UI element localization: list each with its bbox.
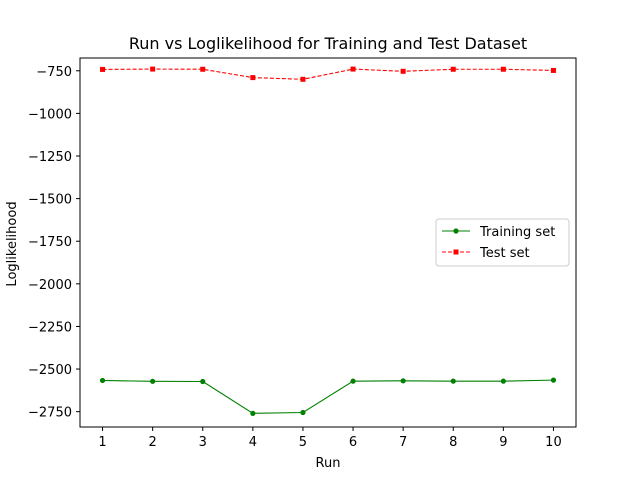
y-tick-label: −1000 [28,107,72,122]
data-point-training-set [99,377,106,384]
x-tick-label: 10 [545,435,562,450]
x-tick-label: 1 [98,435,106,450]
legend-marker-training-set [453,228,459,234]
plot-area: 1 2 3 4 5 6 7 8 9 10 −750 −1000 −1250 −1500 −1750 −2000… [28,57,577,450]
x-tick-label: 8 [449,435,457,450]
x-tick-label: 2 [149,435,157,450]
y-tick-label: −2250 [28,320,72,335]
x-tick-label: 6 [349,435,357,450]
y-tick-label: −1250 [28,150,72,165]
y-tick-label: −750 [36,65,72,80]
data-point-test-set [350,66,356,72]
legend-label-test-set: Test set [479,246,530,261]
data-point-test-set [100,66,106,72]
data-point-test-set [400,68,406,74]
data-point-test-set [500,66,506,72]
data-point-training-set [250,410,256,416]
data-point-training-set [350,378,356,384]
legend-marker-test-set [453,249,459,255]
y-axis-title: Loglikelihood [5,201,20,286]
chart-title: Run vs Loglikelihood for Training and Te… [129,34,527,53]
legend: Training set Test set [435,218,570,267]
series-line-training-set [102,379,554,414]
data-point-test-set [300,76,306,82]
y-tick-label: −1500 [28,193,72,208]
legend-label-training-set: Training set [479,225,555,240]
series-line-test-set [102,68,554,80]
data-point-training-set [500,378,506,384]
x-tick-label: 7 [399,435,407,450]
x-tick-label: 3 [199,435,207,450]
data-point-training-set [200,378,206,385]
data-point-training-set [400,378,406,384]
y-tick-label: −2000 [28,278,72,293]
data-point-test-set [450,66,456,72]
y-tick-label: −2750 [28,406,72,421]
data-point-training-set [550,377,557,383]
x-tick-label: 5 [299,435,307,450]
axes-frame [79,57,577,428]
y-tick-label: −1750 [28,235,72,250]
data-point-training-set [450,378,456,384]
y-tick-label: −2500 [28,363,72,378]
x-tick-label: 4 [249,435,257,450]
x-axis-title: Run [316,456,341,471]
data-point-test-set [150,66,156,72]
data-point-test-set [250,75,256,81]
data-point-training-set [300,409,306,416]
x-tick-label: 9 [499,435,507,450]
data-point-test-set [550,67,556,73]
data-point-test-set [200,66,206,72]
data-point-training-set [150,378,156,384]
